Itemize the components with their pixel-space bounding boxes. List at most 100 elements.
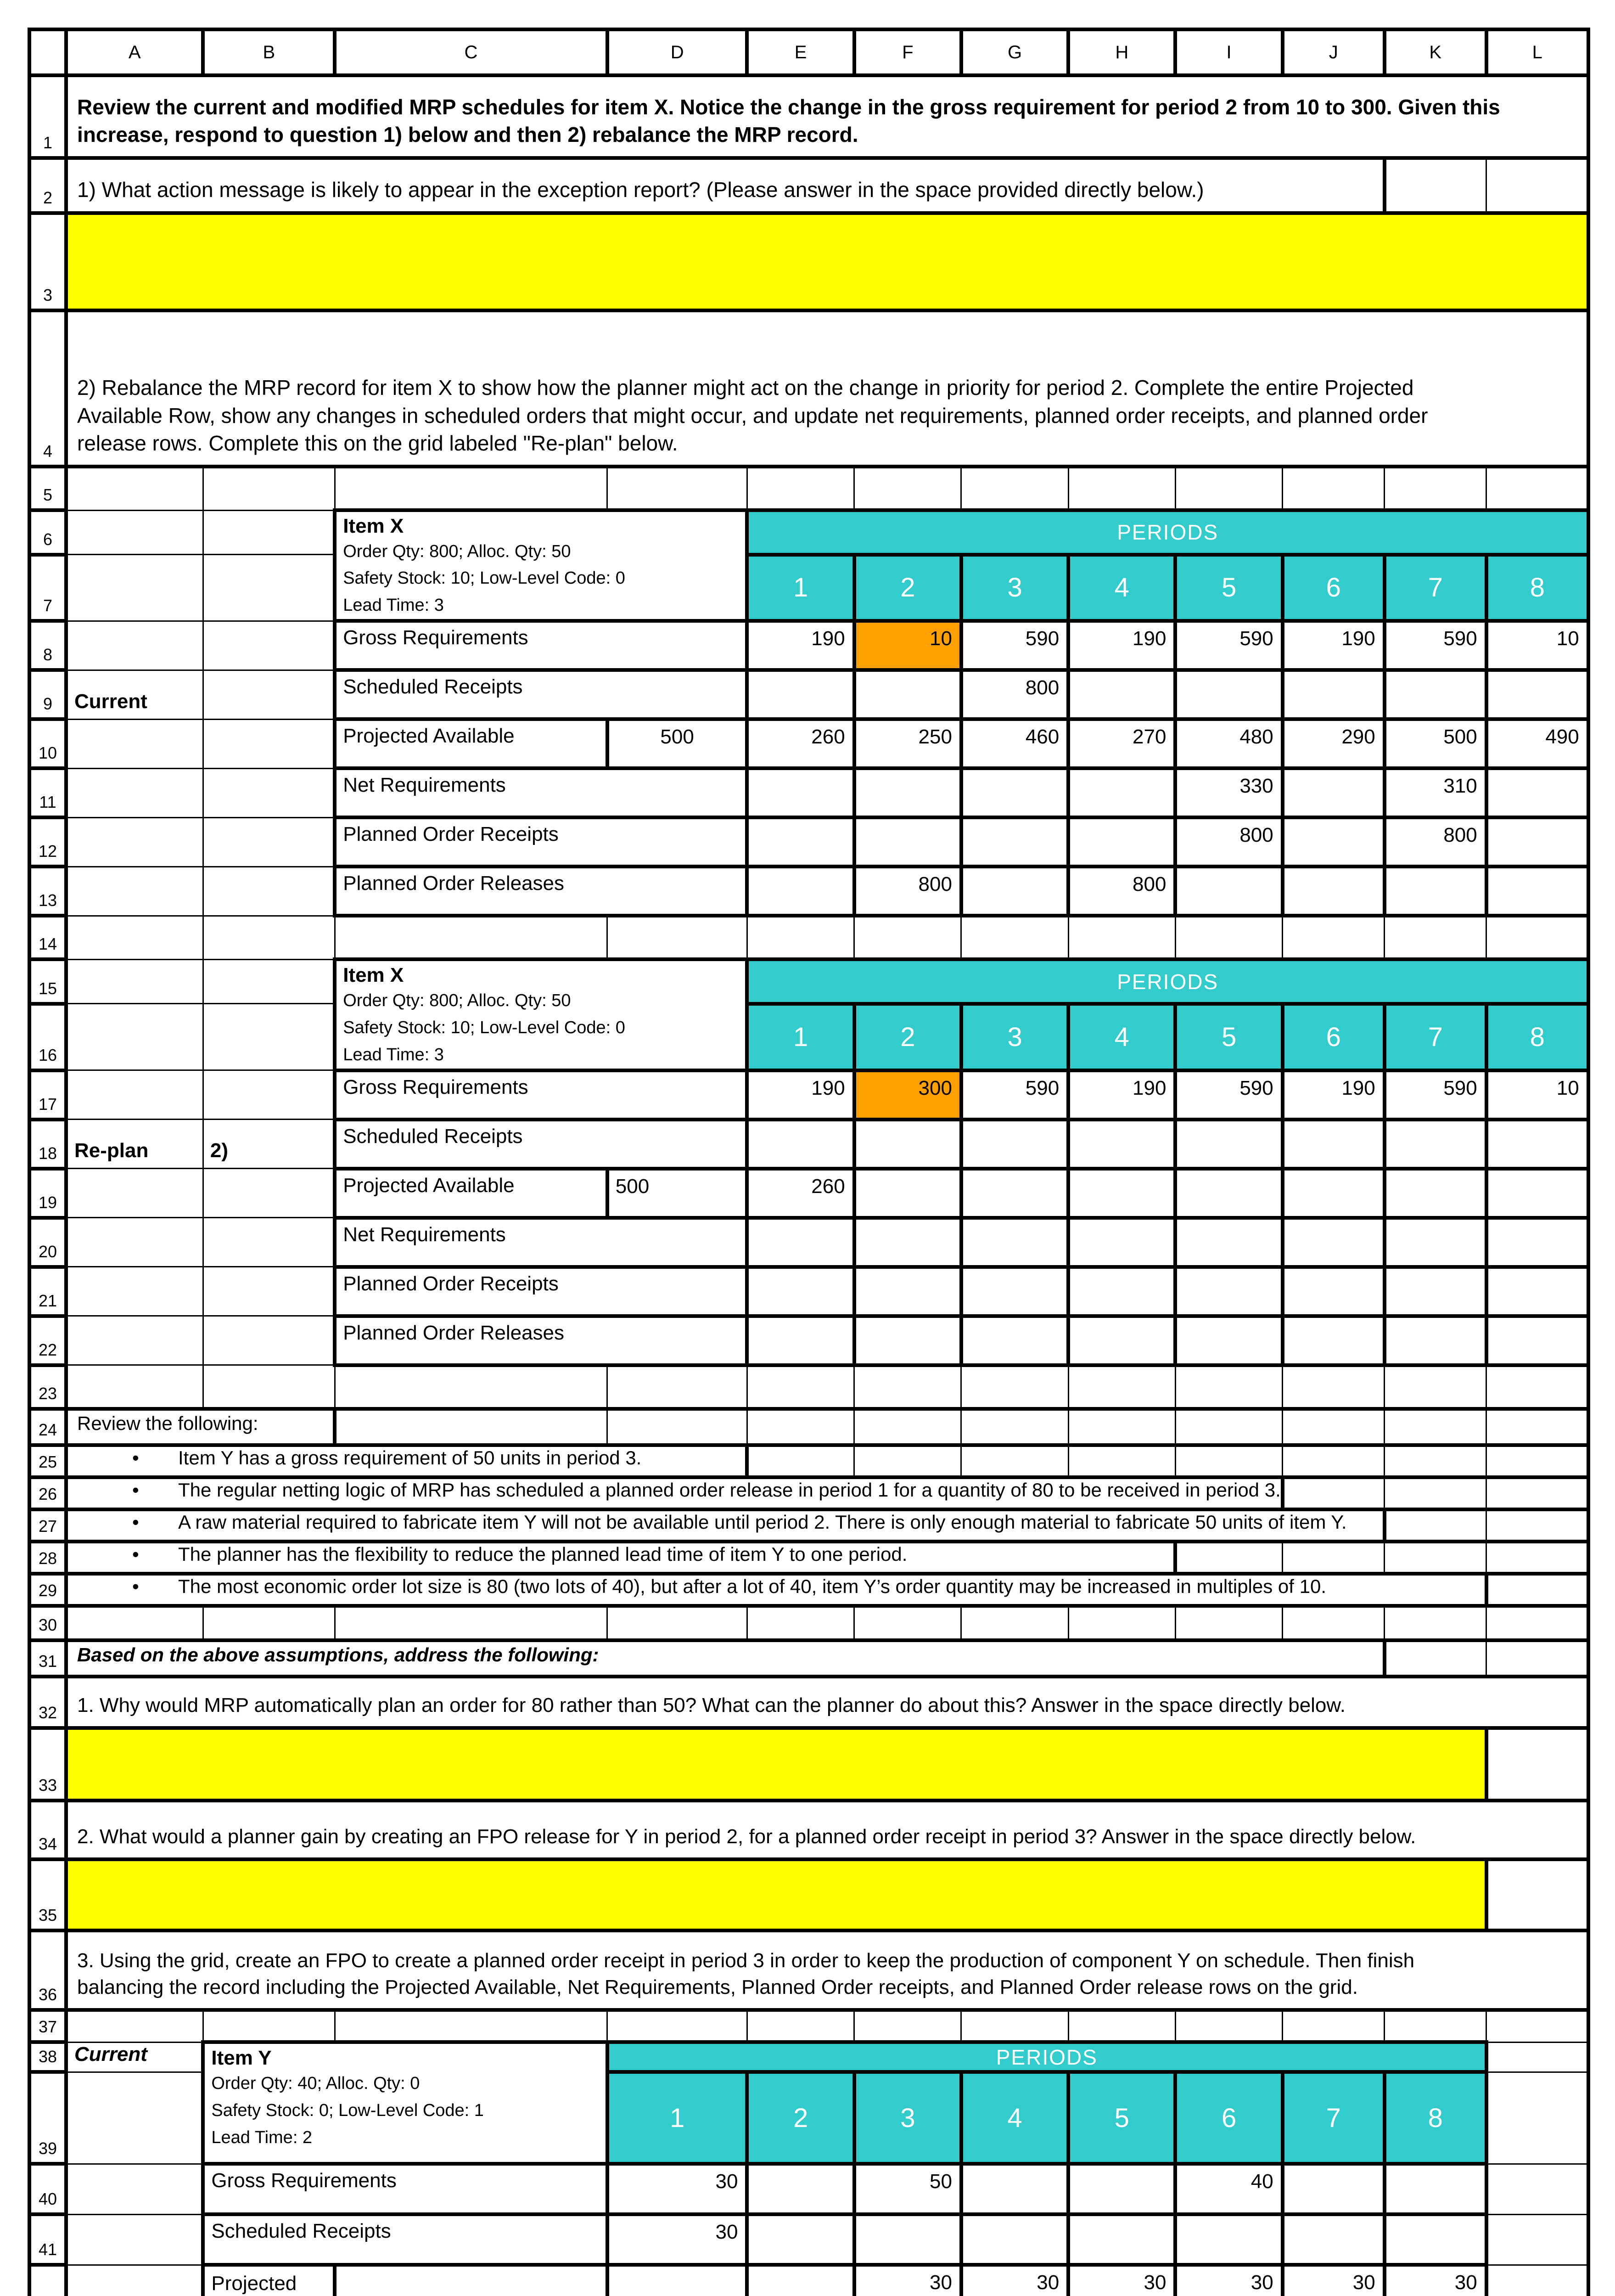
xr-rcpt-p8[interactable] — [1484, 1265, 1590, 1318]
xr-rcpt-p5[interactable] — [1173, 1265, 1284, 1318]
xr-sched-p5[interactable] — [1173, 1117, 1284, 1171]
col-header-b: B — [201, 28, 337, 77]
xr-rcpt-p4[interactable] — [1066, 1265, 1178, 1318]
xr-rel-p7[interactable] — [1382, 1314, 1488, 1367]
bullet-text: The regular netting logic of MRP has sch… — [178, 1479, 1281, 1501]
bullet-item-3: • A raw material required to fabricate it… — [64, 1507, 1386, 1543]
yc-gross-p8 — [1382, 2162, 1488, 2217]
xr-rel-p8[interactable] — [1484, 1314, 1590, 1367]
cell — [1384, 1364, 1487, 1410]
xc-net-p6 — [1280, 766, 1386, 820]
row-41: 41 Scheduled Receipts 30 — [28, 2212, 1590, 2267]
answer-box-y2[interactable] — [64, 1857, 1488, 1933]
xc-net-p2 — [852, 766, 963, 820]
xr-net-p8[interactable] — [1484, 1216, 1590, 1269]
yc-pa-p8: 30 — [1382, 2263, 1488, 2296]
yc-pa-p1 — [605, 2263, 749, 2296]
row-number: 11 — [28, 766, 68, 820]
row-26: 26 • The regular netting logic of MRP has… — [28, 1475, 1590, 1511]
xr-gross-p7: 590 — [1382, 1068, 1488, 1121]
xr-rcpt-p3[interactable] — [959, 1265, 1071, 1318]
row-number: 42 — [28, 2263, 68, 2296]
xr-sched-p1[interactable] — [745, 1117, 856, 1171]
yc-sched-p2 — [745, 2212, 856, 2267]
xr-pa-p3[interactable] — [959, 1166, 1071, 1220]
xr-rel-p6[interactable] — [1280, 1314, 1386, 1367]
cell — [960, 1443, 1069, 1479]
row-24: 24 Review the following: — [28, 1407, 1590, 1447]
xr-sched-p2[interactable] — [852, 1117, 963, 1171]
xr-rcpt-p7[interactable] — [1382, 1265, 1488, 1318]
period-2: 2 — [745, 2070, 856, 2166]
cell — [65, 2071, 204, 2165]
row-number: 28 — [28, 1539, 68, 1576]
cell — [1174, 1539, 1284, 1576]
cell — [202, 1315, 336, 1366]
xr-net-p5[interactable] — [1173, 1216, 1284, 1269]
row-number: 22 — [28, 1314, 68, 1367]
xr-rel-p2[interactable] — [852, 1314, 963, 1367]
xr-pa-p5[interactable] — [1173, 1166, 1284, 1220]
col-header-f: F — [852, 28, 963, 77]
xr-net-p6[interactable] — [1280, 1216, 1386, 1269]
xr-rel-p5[interactable] — [1173, 1314, 1284, 1367]
label-gross-requirements: Gross Requirements — [333, 1068, 749, 1121]
xr-sched-p6[interactable] — [1280, 1117, 1386, 1171]
row-1: 1 Review the current and modified MRP sc… — [28, 73, 1590, 160]
xr-sched-p3[interactable] — [959, 1117, 1071, 1171]
xr-sched-p7[interactable] — [1382, 1117, 1488, 1171]
period-4: 4 — [1066, 552, 1178, 623]
xr-net-p1[interactable] — [745, 1216, 856, 1269]
cell — [1174, 1364, 1284, 1410]
y-question-2-text: 2. What would a planner gain by creating… — [64, 1799, 1590, 1862]
xr-rcpt-p6[interactable] — [1280, 1265, 1386, 1318]
xc-pa-p4: 270 — [1066, 717, 1178, 771]
xr-rel-p3[interactable] — [959, 1314, 1071, 1367]
col-header-k: K — [1382, 28, 1488, 77]
xr-sched-p4[interactable] — [1066, 1117, 1178, 1171]
xr-rcpt-p1[interactable] — [745, 1265, 856, 1318]
cell — [1486, 1638, 1590, 1679]
period-4: 4 — [959, 2070, 1071, 2166]
answer-box-y1[interactable] — [64, 1726, 1488, 1803]
item-order-qty: Order Qty: 800; Alloc. Qty: 50 — [343, 541, 571, 561]
xr-pa-p4[interactable] — [1066, 1166, 1178, 1220]
xr-rel-p4[interactable] — [1066, 1314, 1178, 1367]
xr-pa-p8[interactable] — [1484, 1166, 1590, 1220]
cell — [1282, 1475, 1385, 1511]
row-40: 40 Gross Requirements 30 50 40 — [28, 2162, 1590, 2217]
cell — [202, 1605, 336, 1641]
xr-pa-p7[interactable] — [1382, 1166, 1488, 1220]
xr-net-p4[interactable] — [1066, 1216, 1178, 1269]
bullet-icon: • — [132, 1511, 139, 1533]
cell — [1174, 1407, 1284, 1447]
item-title: Item X — [343, 515, 404, 537]
xc-net-p4 — [1066, 766, 1178, 820]
xr-pa-p2[interactable] — [852, 1166, 963, 1220]
cell — [65, 2163, 204, 2215]
periods-header: PERIODS — [605, 2040, 1488, 2074]
row-number: 26 — [28, 1475, 68, 1511]
xr-net-p7[interactable] — [1382, 1216, 1488, 1269]
cell — [746, 466, 855, 511]
xr-rel-p1[interactable] — [745, 1314, 856, 1367]
period-6: 6 — [1280, 552, 1386, 623]
cell — [1067, 1605, 1176, 1641]
xr-net-p3[interactable] — [959, 1216, 1071, 1269]
xr-pa-p6[interactable] — [1280, 1166, 1386, 1220]
xc-gross-p8: 10 — [1484, 619, 1590, 672]
xc-gross-p5: 590 — [1173, 619, 1284, 672]
row-number: 29 — [28, 1571, 68, 1608]
answer-box-q1[interactable] — [64, 211, 1590, 312]
xr-rcpt-p2[interactable] — [852, 1265, 963, 1318]
cell — [606, 466, 748, 511]
xr-pa-p1[interactable]: 260 — [745, 1166, 856, 1220]
item-safety-stock: Safety Stock: 0; Low-Level Code: 1 — [211, 2100, 484, 2120]
row-number: 20 — [28, 1216, 68, 1269]
item-safety-stock: Safety Stock: 10; Low-Level Code: 0 — [343, 568, 625, 588]
xr-net-p2[interactable] — [852, 1216, 963, 1269]
assumptions-heading: Based on the above assumptions, address … — [64, 1638, 1386, 1679]
xr-sched-p8[interactable] — [1484, 1117, 1590, 1171]
cell — [1174, 466, 1284, 511]
xr-pa-start: 500 — [605, 1166, 749, 1220]
